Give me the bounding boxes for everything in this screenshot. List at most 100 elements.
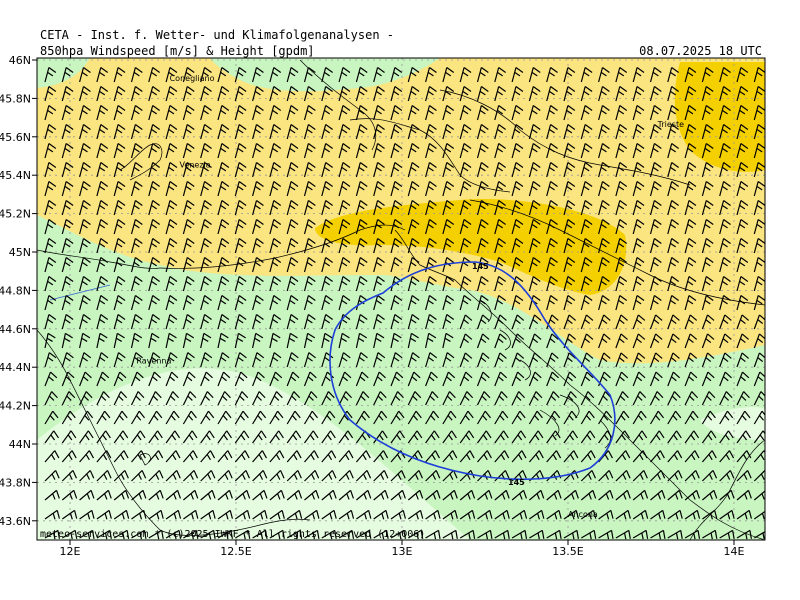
wind-barb [44,314,57,330]
wind-barb [632,489,649,501]
wind-barb [753,143,765,159]
wind-barb [459,489,476,501]
wind-barb [615,143,628,159]
lat-tick-label: 45.6N [0,131,31,144]
wind-barb [79,200,91,216]
wind-barb [649,276,662,292]
wind-barb [79,470,95,482]
wind-barb [719,509,735,520]
wind-barb [252,238,264,254]
wind-barb [61,162,74,178]
wind-barb [580,105,593,121]
wind-barb [753,162,765,178]
wind-barb [546,276,558,292]
wind-barb [702,489,718,501]
wind-barb [753,181,765,197]
wind-barb [96,162,109,178]
wind-barb [459,86,472,102]
wind-barb [736,314,750,330]
wind-barb [200,219,212,235]
wind-barb [79,529,95,540]
wind-barb [736,238,749,254]
wind-barb [477,450,492,463]
wind-barb [131,470,147,482]
wind-barb [269,410,284,425]
wind-barb [165,124,178,140]
wind-barb [182,450,198,463]
wind-barb [96,143,109,159]
wind-barb [563,162,576,178]
wind-barb [355,105,368,121]
wind-barb [79,181,91,197]
wind-barb [736,410,751,425]
wind-barb [476,200,489,216]
wind-barb [338,124,351,140]
wind-barb [217,489,233,501]
wind-barb [563,105,576,121]
wind-barb [529,509,545,520]
wind-barb [719,314,732,330]
wind-barb [684,470,700,482]
wind-barb [200,430,215,444]
wind-barb [719,410,734,425]
wind-barb [546,333,559,349]
wind-barb [303,124,316,140]
wind-barb [286,450,302,463]
wind-barb [425,489,441,501]
wind-barb [44,124,57,140]
wind-barb [303,276,316,292]
wind-barb [252,276,264,292]
wind-barb [598,333,611,349]
wind-barb [580,430,596,444]
wind-barb [148,391,162,406]
wind-barb [459,410,474,425]
wind-barb [667,143,679,159]
wind-barb [442,143,455,159]
wind-barb [165,105,178,121]
wind-barb [650,509,666,520]
wind-barb [494,371,508,387]
wind-barb [719,371,732,387]
wind-barb [113,352,126,368]
wind-barb [183,529,199,540]
coast-segment [119,143,163,181]
wind-barb [598,67,610,83]
wind-barb [286,509,303,520]
wind-barb [736,509,752,520]
wind-barb [563,509,579,520]
wind-barb [182,67,195,83]
wind-barb [252,143,264,159]
wind-barb [61,352,74,368]
wind-barb [130,162,143,178]
wind-barb [252,371,265,387]
wind-barb [407,200,420,216]
wind-barb [200,67,212,83]
wind-barb [130,86,143,102]
wind-barb [459,162,472,178]
wind-barb [598,352,611,368]
wind-barb [476,105,489,121]
wind-barb [217,509,233,520]
wind-barb [615,410,630,425]
wind-barb [234,410,249,425]
wind-barb [667,162,679,178]
wind-barb [684,124,697,140]
wind-barb [217,430,233,444]
wind-barb [61,410,76,425]
wind-barb [96,529,112,540]
wind-barb [355,86,368,102]
wind-barb [667,181,679,197]
wind-barb [580,371,594,387]
wind-barb [252,124,264,140]
wind-barb [390,67,403,83]
wind-barb [44,470,60,482]
wind-barb [165,352,178,368]
wind-barb [355,332,368,349]
wind-barb [217,276,230,292]
wind-barb [234,86,247,102]
wind-barb [528,86,541,102]
wind-barb [701,86,714,102]
wind-barb [356,529,372,540]
wind-barb [667,67,679,83]
wind-barb [580,200,593,216]
